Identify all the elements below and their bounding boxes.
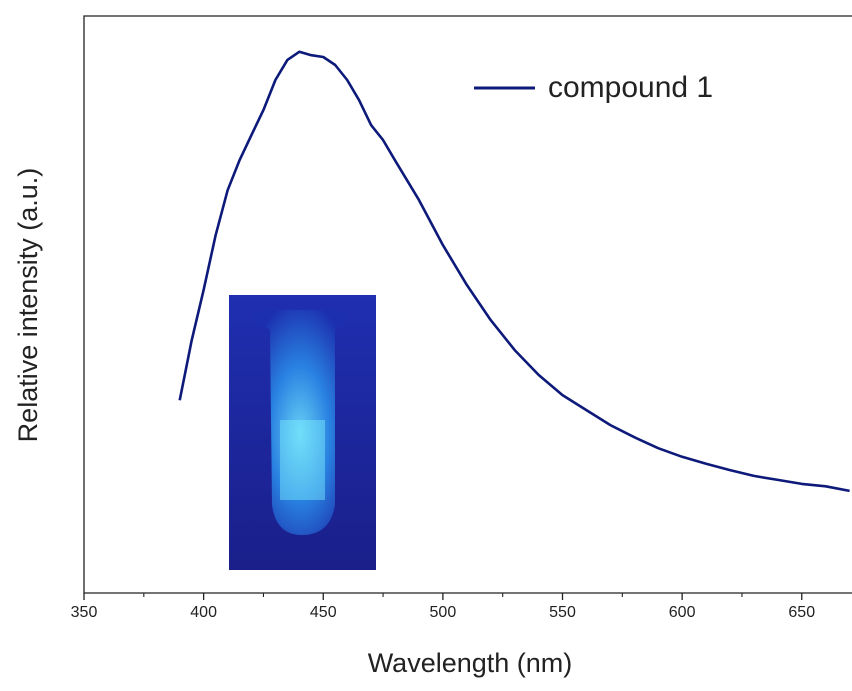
inset-photo	[229, 295, 376, 570]
x-tick-label: 350	[71, 604, 98, 621]
spectrum-line	[178, 50, 850, 493]
x-axis-title: Wavelength (nm)	[368, 648, 573, 678]
x-tick-label: 500	[430, 604, 457, 621]
x-tick-label: 550	[549, 604, 576, 621]
x-tick-label: 650	[788, 604, 815, 621]
x-tick-label: 600	[669, 604, 696, 621]
axes-frame	[83, 15, 852, 594]
x-tick-label: 450	[310, 604, 337, 621]
y-axis-title: Relative intensity (a.u.)	[13, 168, 43, 443]
legend-label: compound 1	[548, 71, 713, 104]
x-tick-label: 400	[190, 604, 217, 621]
